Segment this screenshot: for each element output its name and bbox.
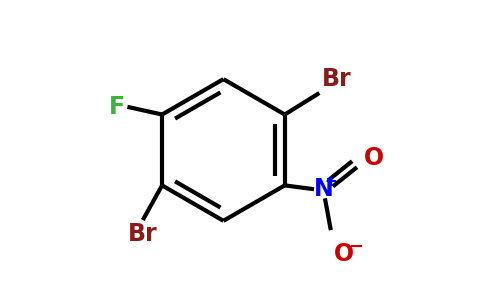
Text: N: N — [313, 177, 333, 201]
Text: O: O — [364, 146, 384, 170]
Text: Br: Br — [322, 67, 351, 91]
Text: +: + — [325, 174, 337, 189]
Text: F: F — [109, 95, 125, 119]
Text: Br: Br — [128, 222, 158, 246]
Text: −: − — [348, 238, 363, 256]
Text: O: O — [334, 242, 354, 266]
